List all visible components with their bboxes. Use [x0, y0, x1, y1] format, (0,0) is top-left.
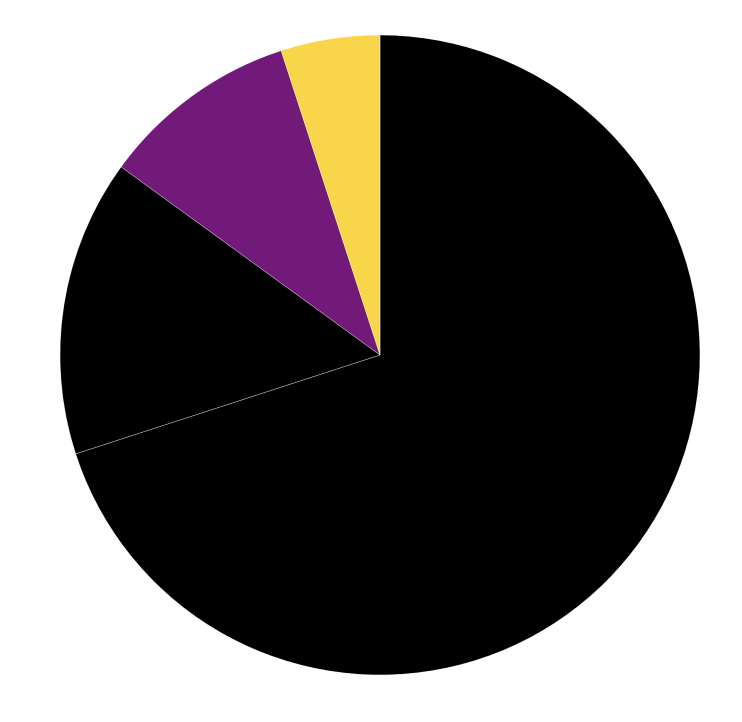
pie-slice-4: [280, 34, 381, 356]
pie-slice-2: [59, 166, 381, 455]
pie-slice-1: [75, 34, 701, 676]
pie-slice-3: [120, 50, 381, 356]
